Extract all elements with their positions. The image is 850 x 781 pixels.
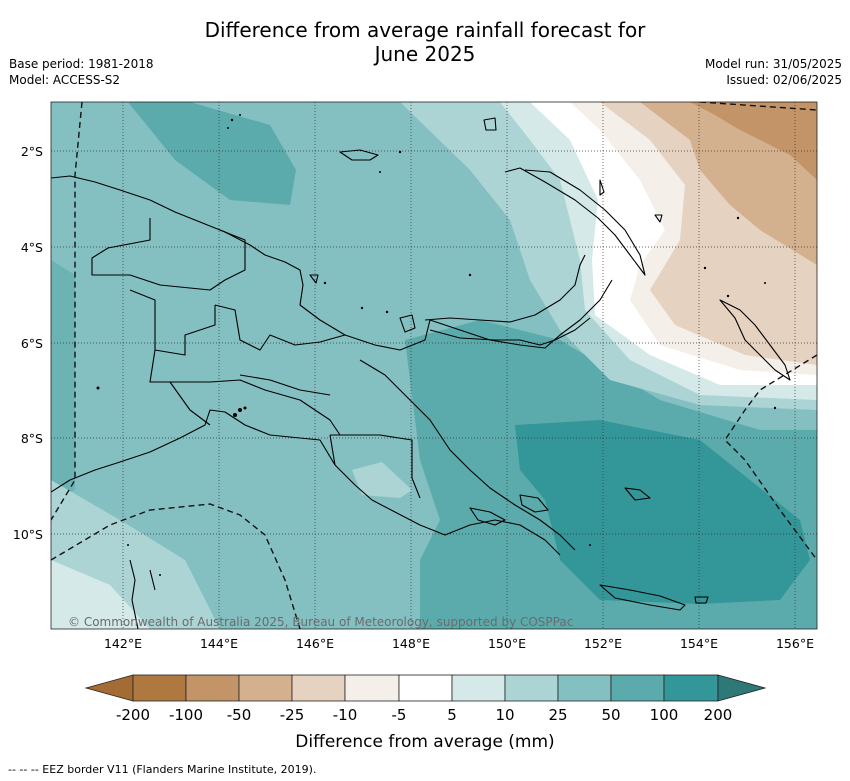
colorbar-tick-label: -25: [280, 706, 305, 724]
colorbar-tick-label: -50: [227, 706, 252, 724]
band-neg50-neg100: [690, 102, 817, 180]
colorbar-segment: [291, 674, 346, 702]
colorbar: [84, 674, 767, 702]
colorbar-tick-label: 100: [650, 706, 679, 724]
lon-label: 150°E: [488, 636, 526, 651]
colorbar-segment: [398, 674, 453, 702]
colorbar-segment: [557, 674, 612, 702]
colorbar-segment: [238, 674, 293, 702]
lat-label: 6°S: [21, 336, 43, 351]
colorbar-segment: [504, 674, 559, 702]
lon-label: 156°E: [776, 636, 814, 651]
map-frame: [50, 101, 818, 630]
rainfall-map: © Commonwealth of Australia 2025, Bureau…: [51, 102, 817, 629]
title-line-1: Difference from average rainfall forecas…: [204, 18, 646, 42]
colorbar-tick-label: -10: [333, 706, 358, 724]
model-run: Model run: 31/05/2025: [704, 57, 842, 71]
colorbar-tick-label: -200: [116, 706, 150, 724]
lon-label: 142°E: [104, 636, 142, 651]
colorbar-tick-label: -5: [392, 706, 407, 724]
eez-footnote: -- -- -- EEZ border V11 (Flanders Marine…: [8, 763, 317, 776]
eez-borders: [51, 102, 817, 629]
colorbar-tick-label: 200: [704, 706, 733, 724]
issued-date: Issued: 02/06/2025: [726, 73, 842, 87]
meta-right: Model run: 31/05/2025 Issued: 02/06/2025: [705, 56, 842, 88]
band-50-100-west: [51, 260, 75, 500]
chart-title: Difference from average rainfall forecas…: [0, 18, 850, 66]
band-100-200-southeast: [515, 420, 810, 604]
band-5-10-southwest: [51, 560, 150, 629]
lon-label: 148°E: [392, 636, 430, 651]
title-line-2: June 2025: [374, 42, 476, 66]
coastlines: [51, 117, 791, 629]
lat-labels: 2°S 4°S 6°S 8°S 10°S: [13, 144, 43, 542]
colorbar-segment: [610, 674, 665, 702]
colorbar-tick-label: 50: [601, 706, 620, 724]
colorbar-segment: [185, 674, 240, 702]
colorbar-segment: [663, 674, 719, 702]
meta-left: Base period: 1981-2018 Model: ACCESS-S2: [9, 56, 154, 88]
lat-label: 10°S: [13, 527, 43, 542]
base-period: Base period: 1981-2018: [9, 57, 154, 71]
lon-label: 146°E: [296, 636, 334, 651]
colorbar-segment: [132, 674, 187, 702]
colorbar-ticks: -200 -100 -50 -25 -10 -5 5 10 25 50 100 …: [116, 706, 732, 724]
colorbar-tick-label: 5: [447, 706, 457, 724]
colorbar-arrow-high: [717, 674, 767, 702]
copyright-notice: © Commonwealth of Australia 2025, Bureau…: [68, 615, 573, 629]
lon-label: 152°E: [584, 636, 622, 651]
lat-label: 4°S: [21, 240, 43, 255]
colorbar-tick-label: 25: [548, 706, 567, 724]
small-islands: [96, 114, 777, 576]
lon-labels: 142°E 144°E 146°E 148°E 150°E 152°E 154°…: [104, 636, 814, 651]
model-name: Model: ACCESS-S2: [9, 73, 121, 87]
colorbar-label: Difference from average (mm): [295, 732, 554, 752]
lat-label: 8°S: [21, 431, 43, 446]
colorbar-segment: [344, 674, 400, 702]
band-10-25-central: [352, 462, 412, 498]
lon-label: 144°E: [200, 636, 238, 651]
colorbar-segment: [451, 674, 506, 702]
band-50-100-north: [128, 102, 296, 205]
lat-label: 2°S: [21, 144, 43, 159]
lon-label: 154°E: [680, 636, 718, 651]
colorbar-tick-label: -100: [169, 706, 203, 724]
colorbar-tick-label: 10: [495, 706, 514, 724]
colorbar-arrow-low: [84, 674, 134, 702]
